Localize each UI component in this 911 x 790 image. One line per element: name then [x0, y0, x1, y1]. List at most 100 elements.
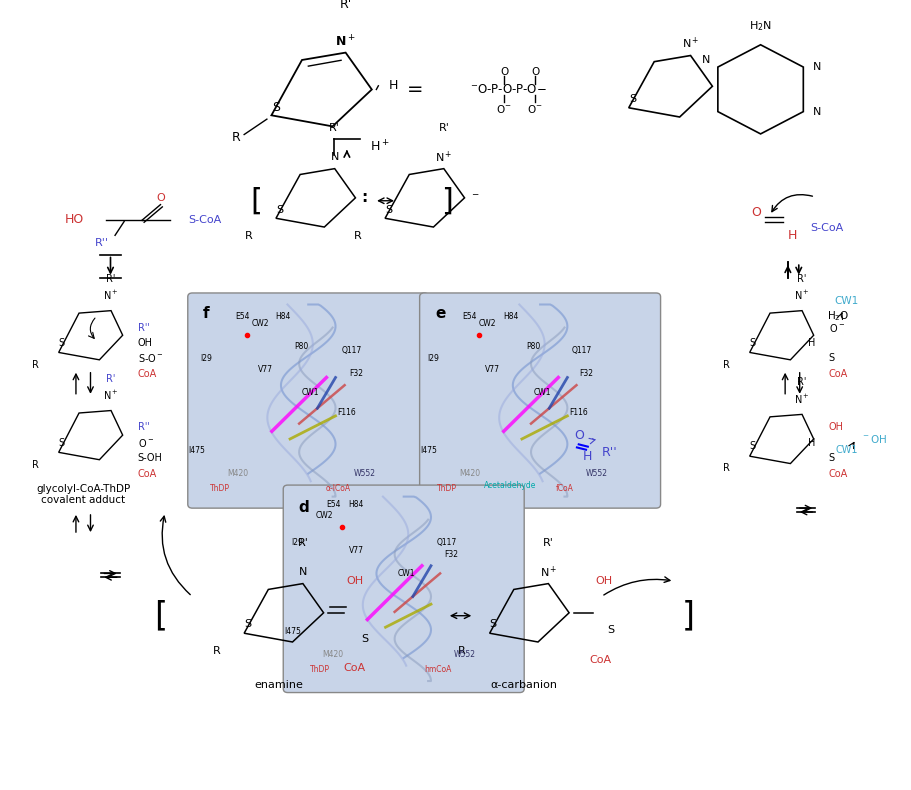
Text: P80: P80	[294, 342, 308, 352]
Text: CoA: CoA	[828, 369, 847, 378]
Text: CW1: CW1	[834, 446, 857, 456]
Text: H: H	[582, 450, 592, 463]
Text: F32: F32	[444, 550, 458, 559]
Text: S-O$^-$: S-O$^-$	[138, 352, 163, 364]
Text: F116: F116	[568, 408, 588, 416]
Text: R'': R''	[601, 446, 617, 459]
Text: Q117: Q117	[570, 346, 591, 355]
Text: Acetaldehyde: Acetaldehyde	[484, 480, 537, 490]
Text: I475: I475	[283, 626, 301, 636]
Text: O: O	[156, 194, 165, 204]
Text: W552: W552	[454, 649, 476, 659]
Text: Q117: Q117	[436, 538, 456, 547]
Text: α-carbanion: α-carbanion	[490, 680, 558, 690]
Text: CW1: CW1	[533, 389, 550, 397]
Text: H84: H84	[275, 311, 291, 321]
Text: O$^{-}$: O$^{-}$	[527, 103, 542, 115]
Text: ThDP: ThDP	[436, 484, 456, 494]
Text: N$^+$: N$^+$	[793, 289, 809, 303]
Text: F32: F32	[578, 369, 592, 378]
Text: R': R'	[796, 378, 806, 387]
Text: S: S	[629, 93, 635, 103]
Text: R'': R''	[95, 238, 108, 248]
Text: d: d	[299, 500, 309, 515]
Text: N$^+$: N$^+$	[793, 393, 809, 406]
Text: O$^-$: O$^-$	[138, 437, 154, 449]
Text: S: S	[828, 353, 834, 363]
Text: OH: OH	[138, 338, 153, 348]
Text: N$^+$: N$^+$	[435, 149, 452, 164]
Text: M420: M420	[322, 649, 343, 659]
Text: $^-$: $^-$	[469, 191, 479, 205]
Text: S: S	[749, 337, 755, 348]
Text: I29: I29	[200, 354, 211, 363]
Text: I29: I29	[427, 354, 439, 363]
Text: V77: V77	[485, 365, 499, 374]
Text: M420: M420	[458, 469, 480, 478]
Text: S: S	[384, 205, 392, 215]
Text: OH: OH	[595, 576, 611, 585]
Text: R: R	[244, 231, 252, 241]
Text: =: =	[406, 80, 423, 99]
Text: S: S	[749, 442, 755, 451]
Text: N: N	[812, 62, 820, 72]
FancyBboxPatch shape	[283, 485, 524, 693]
Text: CW2: CW2	[315, 511, 333, 521]
Text: R: R	[32, 460, 39, 469]
Text: O$^{-}$: O$^{-}$	[496, 103, 511, 115]
Text: R': R'	[339, 0, 352, 11]
Text: N: N	[299, 567, 307, 577]
Text: covalent adduct: covalent adduct	[41, 495, 125, 506]
Text: CW1: CW1	[834, 295, 858, 306]
Text: R': R'	[438, 122, 449, 133]
Text: F32: F32	[349, 369, 363, 378]
Text: N: N	[812, 107, 820, 117]
Text: R': R'	[297, 538, 308, 547]
Text: $^-$OH: $^-$OH	[860, 433, 885, 445]
Text: N: N	[330, 152, 339, 162]
Text: R'': R''	[138, 322, 149, 333]
Text: S-OH: S-OH	[138, 453, 162, 463]
Text: R: R	[722, 464, 729, 473]
Text: H: H	[807, 338, 814, 348]
Text: $^{-}$O-P-O-P-O$-$: $^{-}$O-P-O-P-O$-$	[469, 83, 546, 96]
Text: [: [	[154, 599, 167, 632]
Text: M420: M420	[227, 469, 248, 478]
Text: enamine: enamine	[254, 680, 302, 690]
Text: R': R'	[107, 273, 116, 284]
Text: CoA: CoA	[138, 468, 157, 479]
Text: ]: ]	[441, 186, 453, 215]
Text: R: R	[353, 231, 361, 241]
Text: R: R	[722, 359, 729, 370]
Text: O$^-$: O$^-$	[828, 322, 844, 333]
Text: S: S	[828, 453, 834, 463]
Text: E54: E54	[462, 311, 476, 321]
Text: R: R	[212, 645, 220, 656]
Text: fCoA: fCoA	[556, 484, 573, 494]
Text: e: e	[435, 306, 445, 321]
Text: O: O	[573, 429, 583, 442]
Text: CW1: CW1	[302, 389, 319, 397]
Text: R: R	[32, 359, 39, 370]
Text: H$_2$N: H$_2$N	[748, 20, 772, 33]
Text: H84: H84	[348, 500, 363, 509]
Text: H: H	[787, 229, 796, 242]
Text: f: f	[203, 306, 210, 321]
Text: E54: E54	[325, 500, 340, 509]
Text: glycolyl-CoA-ThDP: glycolyl-CoA-ThDP	[36, 484, 130, 494]
Text: hmCoA: hmCoA	[424, 665, 451, 674]
Text: W552: W552	[353, 469, 375, 478]
Text: Q117: Q117	[341, 346, 361, 355]
Text: S-CoA: S-CoA	[810, 223, 843, 232]
Text: O: O	[751, 205, 760, 219]
FancyBboxPatch shape	[188, 293, 428, 508]
Text: S: S	[58, 438, 65, 447]
Text: H: H	[388, 79, 398, 92]
Text: R': R'	[542, 538, 553, 547]
FancyBboxPatch shape	[419, 293, 660, 508]
Text: P80: P80	[526, 342, 540, 352]
Text: N: N	[701, 55, 710, 65]
Text: I475: I475	[420, 446, 436, 455]
Text: N$^+$: N$^+$	[539, 564, 557, 580]
Text: S: S	[489, 619, 496, 630]
